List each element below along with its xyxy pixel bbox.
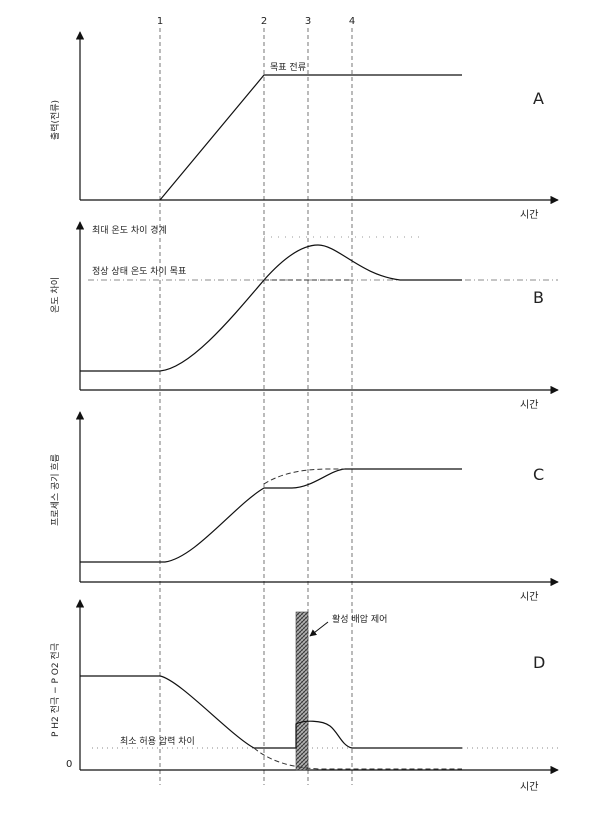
- panel-a: 목표 전류 시간 출력(전류) A: [49, 31, 559, 221]
- panel-d-ylabel: P H2 전극 − P O2 전극: [50, 643, 61, 737]
- panel-b-annotation-steady: 정상 상태 온도 차이 목표: [92, 265, 186, 277]
- panel-b-ylabel: 온도 차이: [49, 277, 61, 313]
- marker-label-3: 3: [305, 16, 311, 27]
- panel-a-annotation-target: 목표 전류: [270, 62, 306, 73]
- panel-d-zero-label: 0: [66, 759, 72, 770]
- panel-d-callout-arrow: [309, 621, 329, 637]
- panel-a-current-curve: [159, 74, 462, 201]
- panel-d-active-backpressure-region: [295, 611, 309, 771]
- panel-d-annotation-min: 최소 허용 압력 차이: [120, 735, 195, 747]
- marker-label-4: 4: [349, 16, 355, 27]
- panel-d-annotation-active: 활성 배압 제어: [332, 613, 387, 625]
- panel-b-letter: B: [533, 288, 544, 307]
- panel-b: 최대 온도 차이 경계 정상 상태 온도 차이 목표 시간 온도 차이 B: [49, 221, 559, 411]
- panel-d-dashed-curve: [253, 747, 462, 770]
- panel-a-xlabel: 시간: [520, 209, 538, 221]
- panel-d-pressure-curve: [80, 675, 462, 749]
- time-markers: 1 2 3 4: [157, 16, 355, 785]
- marker-label-1: 1: [157, 16, 163, 27]
- panel-a-ylabel: 출력(전류): [49, 100, 61, 140]
- panel-d-xlabel: 시간: [520, 781, 538, 793]
- panel-b-annotation-max: 최대 온도 차이 경계: [92, 224, 167, 236]
- panel-b-xlabel: 시간: [520, 399, 538, 411]
- panel-a-letter: A: [533, 89, 544, 108]
- panel-c-letter: C: [533, 465, 544, 484]
- panel-c-xlabel: 시간: [520, 591, 538, 603]
- panel-b-temp-curve: [80, 244, 462, 372]
- panel-c-airflow-curve: [80, 468, 462, 563]
- panel-c-ylabel: 프로세스 공기 흐름: [50, 454, 61, 526]
- panel-c-ideal-curve: [263, 468, 345, 485]
- panel-c: 시간 프로세스 공기 흐름 C: [50, 411, 559, 603]
- marker-label-2: 2: [261, 16, 267, 27]
- panel-d-letter: D: [533, 653, 545, 672]
- panel-d: 활성 배압 제어 최소 허용 압력 차이 0 시간 P H2 전극 − P O2…: [50, 599, 559, 793]
